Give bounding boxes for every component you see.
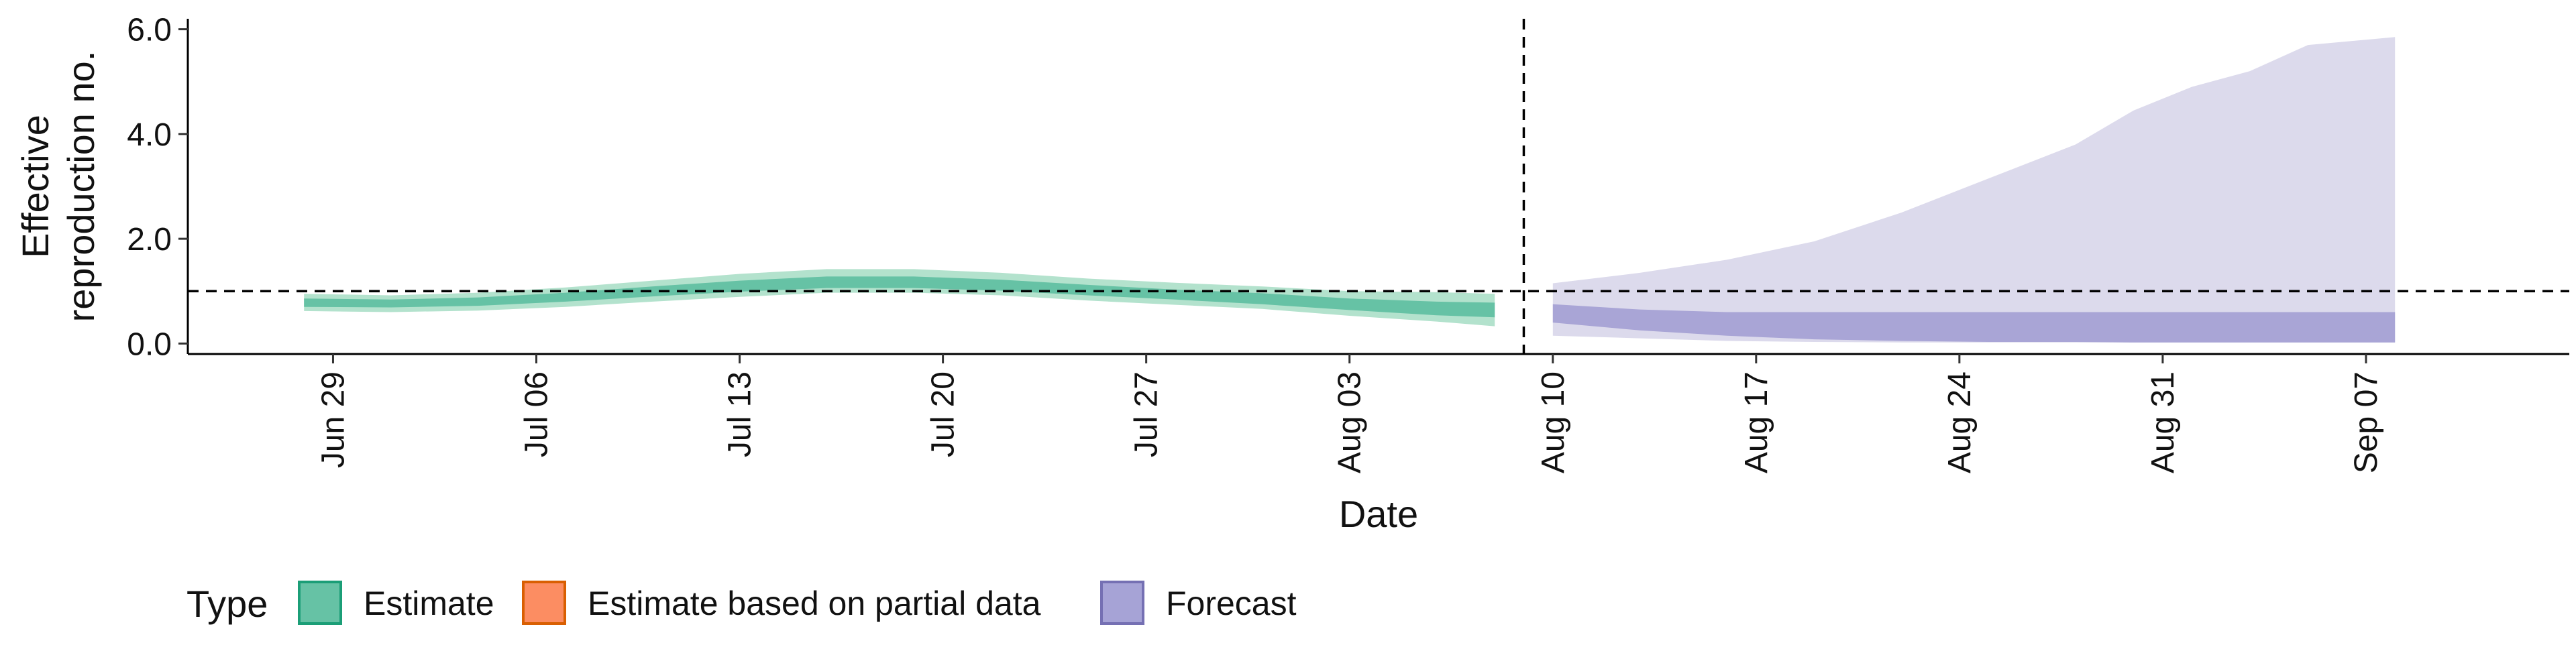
x-tick-label: Jul 27 [1129, 371, 1165, 457]
legend-title: Type [186, 583, 268, 625]
legend-label-estimate: Estimate [364, 585, 494, 622]
y-tick-label: 2.0 [127, 222, 172, 257]
x-tick-label: Aug 24 [1942, 371, 1978, 473]
y-axis-title-line-2: reproduction no. [60, 51, 102, 322]
legend-swatch-estimate-based-on-partial-data [522, 581, 566, 625]
reference-lines [188, 19, 2569, 354]
x-tick-label: Jul 20 [926, 371, 961, 457]
legend: Type Estimate Estimate based on partial d… [186, 581, 1297, 625]
x-tick-label: Jun 29 [315, 371, 351, 468]
x-tick-label: Aug 17 [1739, 371, 1774, 473]
x-tick-label: Sep 07 [2349, 371, 2384, 473]
legend-swatch-forecast [1100, 581, 1144, 625]
x-tick-label: Aug 10 [1536, 371, 1571, 473]
x-tick-label: Jul 13 [722, 371, 758, 457]
x-tick-label: Aug 03 [1332, 371, 1368, 473]
y-tick-label: 4.0 [127, 117, 172, 153]
y-tick-label: 0.0 [127, 327, 172, 362]
y-axis-ticks: 0.0 2.0 4.0 6.0 [127, 13, 188, 362]
y-tick-label: 6.0 [127, 13, 172, 48]
legend-swatch-estimate [298, 581, 342, 625]
legend-label-forecast: Forecast [1166, 585, 1297, 622]
legend-label-estimate-based-on-partial-data: Estimate based on partial data [588, 585, 1041, 622]
axes [186, 19, 2569, 355]
bands-layer [304, 37, 2396, 343]
x-axis-title: Date [1339, 493, 1418, 535]
y-axis-title-line-1: Effective [14, 115, 56, 258]
estimate-band-50 [304, 276, 1495, 318]
x-axis-ticks: Jun 29 Jul 06 Jul 13 Jul 20 Jul 27 Aug 03 Aug … [315, 354, 2384, 473]
x-tick-label: Jul 06 [519, 371, 555, 457]
forecast-band-90 [1552, 37, 2396, 343]
forecast-band-50 [1552, 304, 2396, 343]
x-tick-label: Aug 31 [2145, 371, 2181, 473]
